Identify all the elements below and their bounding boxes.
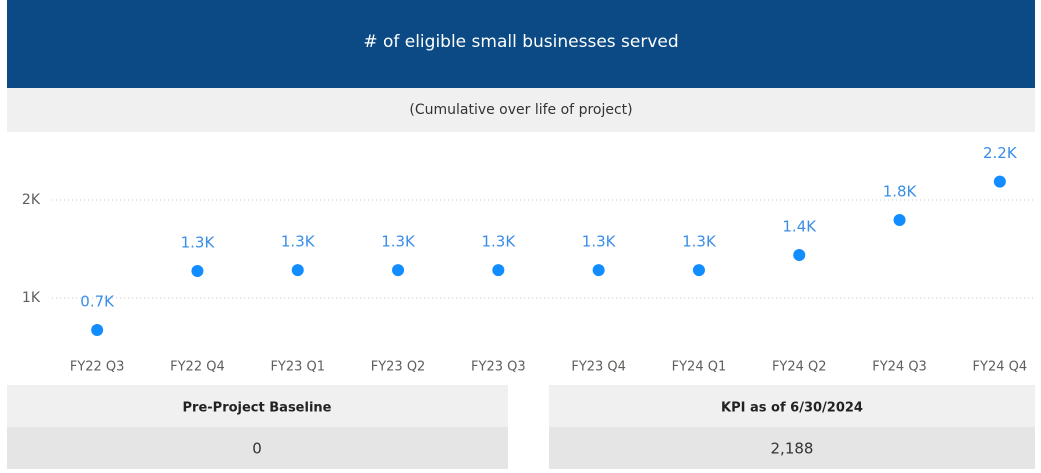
card-value-band xyxy=(7,427,508,469)
point xyxy=(191,265,204,278)
data-label: 1.4K xyxy=(782,217,817,235)
data-label: 2.2K xyxy=(983,144,1018,162)
x-tick-label: FY23 Q1 xyxy=(270,360,325,375)
y-tick-label: 1K xyxy=(22,290,41,306)
card-label: Pre-Project Baseline xyxy=(183,401,332,416)
x-tick-label: FY24 Q3 xyxy=(872,360,927,375)
data-label: 1.3K xyxy=(682,233,717,251)
data-label: 1.3K xyxy=(481,233,516,251)
x-tick-label: FY23 Q4 xyxy=(571,360,626,375)
data-label: 1.8K xyxy=(883,182,918,200)
card-value: 2,188 xyxy=(771,440,814,458)
x-tick-label: FY22 Q3 xyxy=(70,360,125,375)
subtitle-band xyxy=(7,88,1035,132)
chart-title: # of eligible small businesses served xyxy=(363,32,678,52)
card-label: KPI as of 6/30/2024 xyxy=(721,401,863,416)
header-band xyxy=(7,0,1035,88)
point xyxy=(592,264,605,277)
point xyxy=(993,175,1006,188)
data-label: 1.3K xyxy=(582,233,617,251)
x-tick-label: FY24 Q4 xyxy=(973,360,1028,375)
chart-subtitle: (Cumulative over life of project) xyxy=(409,102,632,118)
card-value-band xyxy=(549,427,1035,469)
data-label: 1.3K xyxy=(281,233,316,251)
point xyxy=(392,264,405,277)
point xyxy=(91,324,104,337)
y-tick-label: 2K xyxy=(22,192,41,208)
x-tick-label: FY22 Q4 xyxy=(170,360,225,375)
x-tick-label: FY23 Q2 xyxy=(371,360,426,375)
x-tick-label: FY23 Q3 xyxy=(471,360,526,375)
point xyxy=(793,248,806,261)
data-label: 1.3K xyxy=(181,234,216,252)
point xyxy=(291,264,304,277)
card-label-band xyxy=(7,385,508,427)
point xyxy=(692,264,705,277)
card-value: 0 xyxy=(252,440,262,458)
card-label-band xyxy=(549,385,1035,427)
data-label: 1.3K xyxy=(381,233,416,251)
point xyxy=(893,213,906,226)
x-tick-label: FY24 Q1 xyxy=(672,360,727,375)
x-tick-label: FY24 Q2 xyxy=(772,360,827,375)
data-label: 0.7K xyxy=(80,293,115,311)
point xyxy=(492,264,505,277)
